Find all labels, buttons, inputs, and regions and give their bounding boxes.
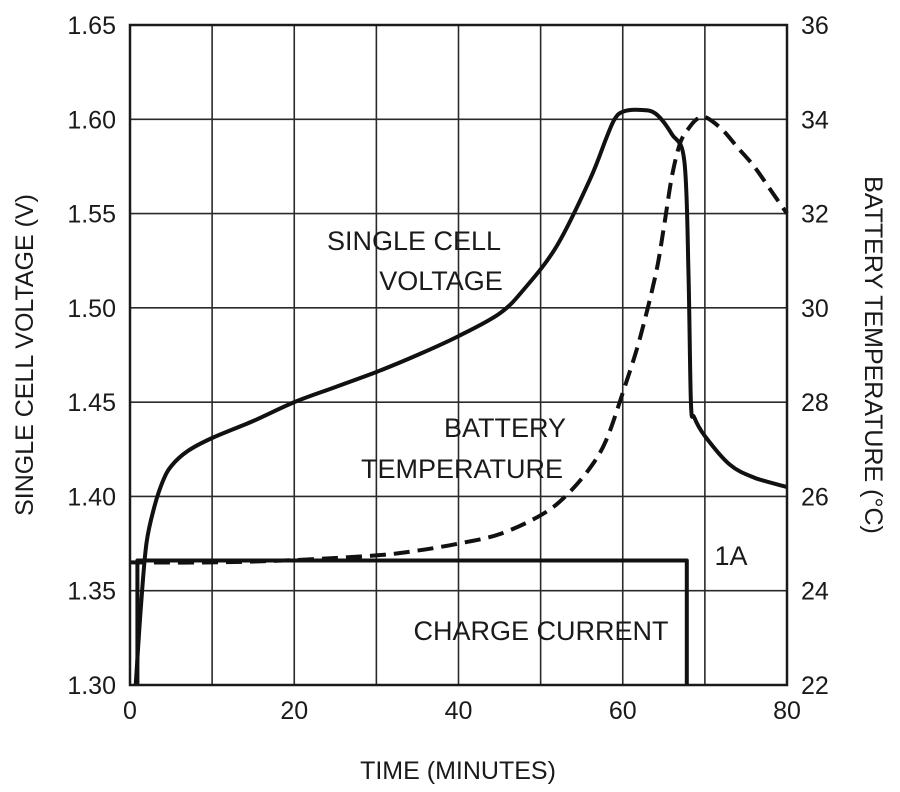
single-cell-voltage-series-line [133, 107, 788, 686]
grid-layer [130, 25, 787, 685]
left-y-tick-label: 1.45 [67, 389, 116, 417]
charge-current-series-line [135, 558, 689, 685]
right-y-tick-label: 24 [801, 578, 829, 606]
right-y-tick-label: 26 [801, 483, 829, 511]
left-y-tick-label: 1.50 [67, 295, 116, 323]
x-axis-title: TIME (MINUTES) [360, 757, 556, 785]
left-axis-title: SINGLE CELL VOLTAGE (V) [11, 194, 39, 516]
voltage-annotation-line1: SINGLE CELL [327, 226, 501, 256]
current-value-annotation: 1A [714, 541, 747, 571]
right-y-tick-label: 30 [801, 295, 829, 323]
x-tick-label: 60 [609, 697, 637, 725]
x-tick-label: 40 [445, 697, 473, 725]
right-y-tick-label: 34 [801, 106, 829, 134]
x-tick-label: 80 [773, 697, 801, 725]
right-y-tick-label: 32 [801, 201, 829, 229]
left-y-tick-label: 1.60 [67, 106, 116, 134]
left-y-tick-label: 1.35 [67, 578, 116, 606]
left-y-tick-label: 1.65 [67, 12, 116, 40]
battery-temperature-series-line [129, 114, 789, 565]
current-annotation: CHARGE CURRENT [413, 616, 668, 646]
tick-layer: 0 20 40 60 80 1.30 1.35 1.40 1.45 1.50 1.55 1.60 1.6… [67, 12, 829, 725]
left-y-tick-label: 1.55 [67, 201, 116, 229]
left-y-tick-label: 1.30 [67, 672, 116, 700]
left-y-tick-label: 1.40 [67, 483, 116, 511]
x-tick-label: 0 [123, 697, 137, 725]
right-y-tick-label: 36 [801, 12, 829, 40]
right-y-tick-label: 22 [801, 672, 829, 700]
voltage-annotation-line2: VOLTAGE [379, 266, 503, 296]
right-axis-title: BATTERY TEMPERATURE (°C) [859, 176, 887, 534]
series-layer [129, 107, 789, 686]
plot-frame [128, 23, 789, 687]
x-tick-label: 20 [280, 697, 308, 725]
temperature-annotation-line1: BATTERY [444, 413, 566, 443]
temperature-annotation-line2: TEMPERATURE [361, 454, 563, 484]
right-y-tick-label: 28 [801, 389, 829, 417]
